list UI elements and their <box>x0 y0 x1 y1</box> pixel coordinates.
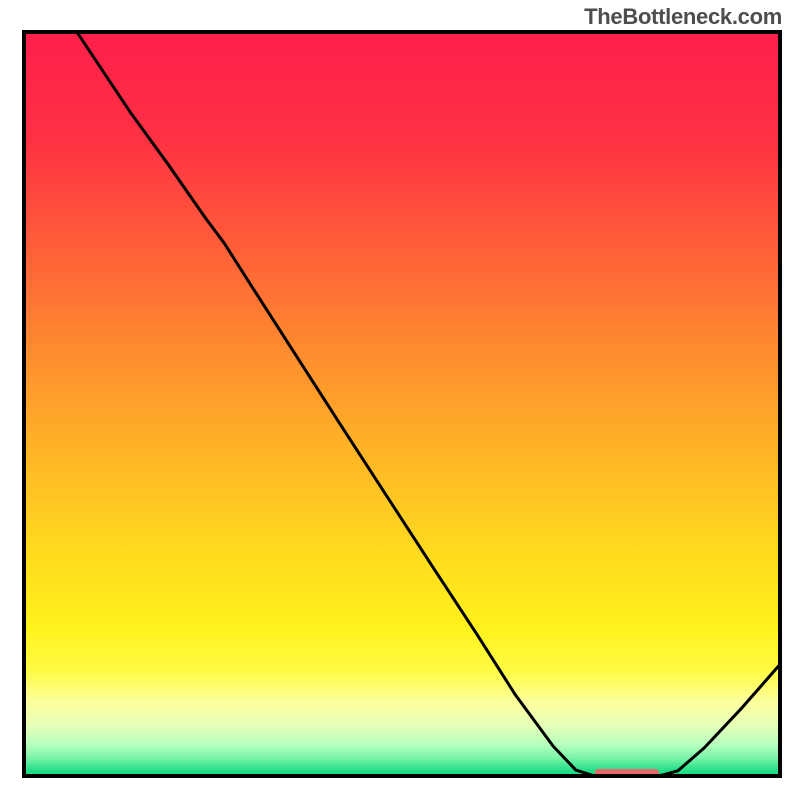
chart-svg <box>22 30 782 778</box>
bottleneck-chart <box>22 30 782 778</box>
watermark-text: TheBottleneck.com <box>584 4 782 30</box>
